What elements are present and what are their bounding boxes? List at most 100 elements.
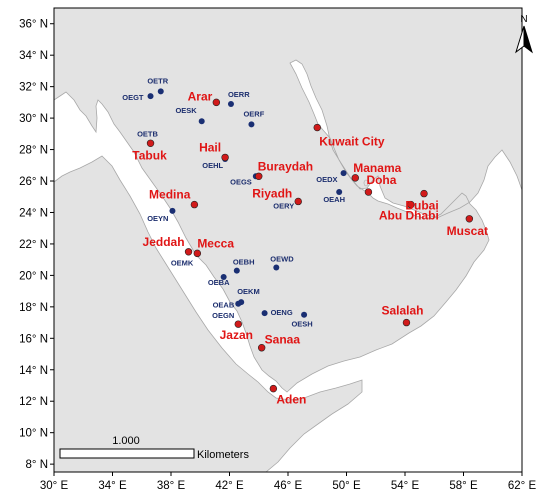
- scale-bar-box: [59, 448, 195, 459]
- city-point: [269, 384, 278, 393]
- station-label: OEKM: [237, 287, 260, 296]
- lon-tick-label: 46° E: [274, 480, 303, 492]
- station-point: [169, 207, 176, 214]
- city-label: Kuwait City: [319, 135, 385, 149]
- lon-tick-label: 34° E: [98, 480, 127, 492]
- station-point: [147, 93, 154, 100]
- station-label: OEMK: [171, 258, 194, 267]
- city-point: [313, 123, 321, 132]
- cities-layer: Arar Kuwait City Tabuk Hail Buraydah Manama Ri…: [132, 89, 488, 406]
- lat-tick-label: 18° N: [19, 302, 48, 314]
- lat-tick-label: 14° N: [19, 365, 48, 377]
- city-point: [364, 188, 373, 196]
- lat-tick-label: 22° N: [19, 239, 48, 251]
- station-label: OERF: [243, 109, 264, 118]
- lat-tick-label: 36° N: [19, 19, 48, 31]
- station-label: OEBH: [233, 258, 255, 267]
- city-point: [465, 215, 474, 223]
- city-point: [190, 200, 199, 209]
- station-label: OEGS: [230, 177, 252, 186]
- station-label: OEYN: [147, 214, 168, 223]
- station-label: OEWD: [270, 255, 294, 264]
- axis-ticks: 30° E 34° E 38° E 42° E 46° E 50° E 54° E 58° E…: [19, 19, 536, 492]
- city-label: Medina: [149, 188, 191, 202]
- station-label: OETB: [137, 129, 158, 138]
- station-point: [227, 100, 234, 107]
- lat-tick-label: 34° N: [19, 50, 48, 62]
- station-label: OERY: [273, 201, 294, 210]
- station-point: [273, 264, 280, 271]
- lat-tick-label: 32° N: [19, 82, 48, 94]
- station-point: [340, 170, 347, 177]
- lon-tick-label: 38° E: [157, 480, 186, 492]
- station-label: OESH: [291, 320, 312, 329]
- city-point: [294, 197, 302, 206]
- station-point: [261, 310, 268, 317]
- station-point: [157, 88, 164, 95]
- lat-tick-label: 20° N: [19, 270, 48, 282]
- lon-tick-label: 54° E: [391, 480, 420, 492]
- city-point: [193, 249, 202, 258]
- scale-bar-unit: Kilometers: [197, 449, 249, 461]
- city-label: Sanaa: [265, 333, 301, 347]
- station-label: OETR: [147, 76, 168, 85]
- city-point: [221, 153, 229, 162]
- north-arrow-label: N: [520, 14, 527, 25]
- city-label: Doha: [366, 173, 396, 187]
- land-region: [53, 7, 523, 393]
- city-label: Manama: [353, 161, 401, 175]
- lat-tick-label: 30° N: [19, 113, 48, 125]
- city-label: Jeddah: [143, 235, 185, 249]
- lon-tick-label: 42° E: [215, 480, 244, 492]
- lat-tick-label: 16° N: [19, 333, 48, 345]
- station-label: OEGN: [212, 311, 234, 320]
- lon-tick-label: 30° E: [40, 480, 69, 492]
- lon-tick-label: 58° E: [449, 480, 478, 492]
- station-label: OESK: [175, 106, 197, 115]
- city-point: [407, 200, 415, 209]
- lat-tick-label: 10° N: [19, 428, 48, 440]
- station-label: OEDX: [316, 175, 337, 184]
- lat-tick-label: 12° N: [19, 396, 48, 408]
- north-arrow-icon: N: [515, 14, 533, 54]
- city-label: Riyadh: [252, 186, 292, 200]
- city-label: Jazan: [220, 328, 253, 342]
- city-label: Dubai: [405, 199, 438, 213]
- station-point: [220, 273, 227, 280]
- city-label: Aden: [276, 393, 306, 407]
- station-point: [248, 121, 255, 128]
- city-label: Abu Dhabi: [379, 209, 439, 223]
- lat-tick-label: 24° N: [19, 207, 48, 219]
- city-point: [257, 344, 266, 352]
- city-point: [402, 318, 411, 327]
- city-point: [420, 189, 428, 198]
- station-point: [301, 311, 308, 318]
- station-label: OENG: [271, 308, 293, 317]
- lon-tick-label: 50° E: [332, 480, 361, 492]
- station-label: OERR: [228, 90, 250, 99]
- city-point: [351, 174, 359, 182]
- station-point: [233, 267, 240, 274]
- city-label: Buraydah: [258, 159, 313, 173]
- station-label: OEBA: [208, 278, 230, 287]
- scale-bar: 1.000 Kilometers: [59, 435, 249, 461]
- city-label: Arar: [188, 89, 213, 103]
- lon-tick-label: 62° E: [508, 480, 537, 492]
- city-point: [212, 98, 221, 107]
- station-label: OEHL: [202, 161, 223, 170]
- land-layer: [53, 7, 523, 473]
- station-point: [235, 300, 242, 307]
- scale-bar-value: 1.000: [112, 435, 140, 447]
- lat-tick-label: 28° N: [19, 145, 48, 157]
- city-point: [234, 320, 242, 328]
- city-label: Salalah: [381, 304, 423, 318]
- land-region: [53, 155, 363, 473]
- station-point: [198, 118, 205, 125]
- city-label: Hail: [199, 140, 221, 154]
- lat-tick-label: 26° N: [19, 176, 48, 188]
- station-label: OEAH: [323, 195, 345, 204]
- city-label: Mecca: [197, 236, 234, 250]
- city-label: Tabuk: [132, 148, 167, 162]
